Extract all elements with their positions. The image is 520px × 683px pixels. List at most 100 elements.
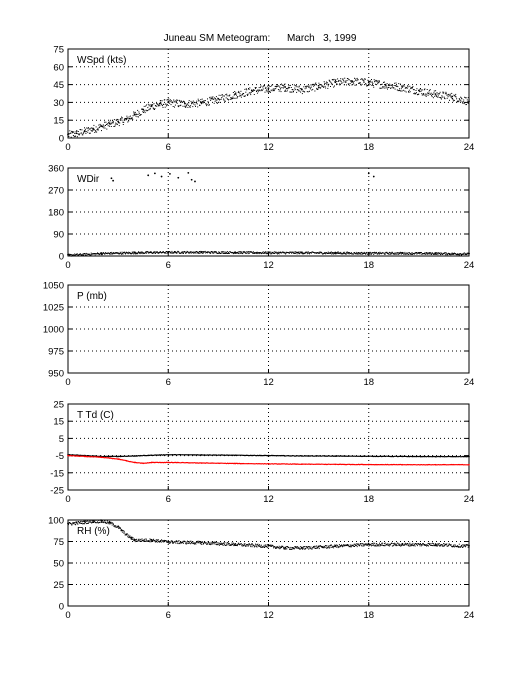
data-point — [111, 121, 113, 123]
data-point — [264, 544, 266, 546]
data-point — [416, 545, 418, 547]
data-point — [342, 545, 344, 547]
data-point — [94, 253, 96, 255]
data-point — [111, 251, 113, 253]
data-point — [90, 519, 92, 521]
data-point — [74, 522, 76, 524]
data-point — [219, 102, 221, 103]
data-point — [248, 89, 250, 90]
data-point — [123, 121, 125, 123]
data-point — [382, 86, 384, 88]
data-point — [284, 90, 286, 92]
data-point — [148, 109, 150, 111]
data-point — [440, 254, 441, 256]
data-point — [435, 252, 437, 254]
data-point — [323, 86, 325, 88]
data-point — [247, 251, 249, 253]
data-point — [195, 542, 196, 544]
data-point — [330, 86, 331, 87]
data-point — [99, 253, 101, 255]
data-point — [309, 546, 310, 548]
data-point — [416, 92, 417, 94]
data-point — [330, 81, 332, 83]
data-point — [190, 105, 192, 107]
data-point — [164, 252, 166, 253]
data-point — [217, 544, 219, 546]
data-point — [87, 131, 89, 133]
data-point — [190, 251, 192, 252]
data-point — [391, 84, 393, 86]
data-point — [338, 251, 339, 253]
data-point — [208, 104, 210, 106]
data-point — [80, 129, 81, 131]
data-point — [385, 87, 387, 89]
data-point — [254, 87, 256, 89]
data-point — [129, 536, 131, 538]
data-point — [446, 254, 448, 256]
data-point — [132, 251, 134, 253]
data-point — [337, 547, 339, 549]
data-point — [432, 252, 434, 254]
data-point — [284, 548, 286, 550]
data-point — [182, 542, 184, 544]
data-point — [374, 251, 376, 253]
data-point — [283, 548, 285, 550]
data-point — [247, 544, 249, 546]
data-point — [289, 91, 291, 93]
data-point — [202, 251, 204, 252]
data-point — [460, 545, 462, 547]
data-point — [101, 521, 103, 523]
data-point — [385, 544, 387, 546]
data-point — [274, 547, 276, 549]
data-point — [275, 85, 277, 87]
data-point — [363, 253, 365, 254]
data-point — [246, 89, 248, 91]
data-point — [120, 252, 122, 254]
data-point — [409, 542, 411, 544]
data-point — [106, 522, 108, 524]
data-point — [411, 253, 413, 255]
data-point — [68, 253, 70, 255]
data-point — [167, 453, 170, 456]
data-point — [464, 544, 466, 546]
data-point — [337, 545, 339, 547]
data-point — [359, 82, 361, 84]
y-tick-label: 270 — [48, 186, 64, 197]
data-point — [297, 546, 298, 548]
data-point — [225, 97, 227, 99]
data-point — [168, 543, 170, 544]
data-point — [101, 254, 102, 256]
data-point — [468, 97, 470, 98]
data-point — [155, 540, 157, 542]
data-point — [141, 252, 143, 254]
data-point — [353, 253, 355, 255]
data-point — [309, 88, 311, 90]
data-point — [150, 106, 152, 108]
data-point — [397, 90, 399, 92]
data-point — [153, 252, 155, 254]
data-point — [152, 252, 154, 254]
data-point — [349, 83, 351, 84]
data-point — [137, 114, 139, 115]
data-point — [76, 130, 78, 132]
data-point — [383, 86, 385, 88]
data-point — [334, 85, 335, 87]
data-point — [228, 95, 230, 97]
data-point — [245, 252, 247, 254]
data-point — [363, 251, 365, 253]
data-point — [162, 540, 164, 542]
data-point — [378, 544, 380, 546]
data-point — [255, 544, 257, 546]
data-point — [462, 544, 464, 546]
data-point — [156, 251, 158, 253]
data-point — [351, 544, 353, 546]
y-tick-label: 30 — [53, 98, 64, 109]
data-point — [358, 253, 360, 255]
data-point — [302, 547, 304, 549]
data-point — [227, 544, 229, 546]
data-point — [321, 84, 323, 86]
data-point — [111, 522, 113, 524]
x-tick-label: 12 — [263, 610, 274, 621]
data-point — [436, 96, 438, 98]
